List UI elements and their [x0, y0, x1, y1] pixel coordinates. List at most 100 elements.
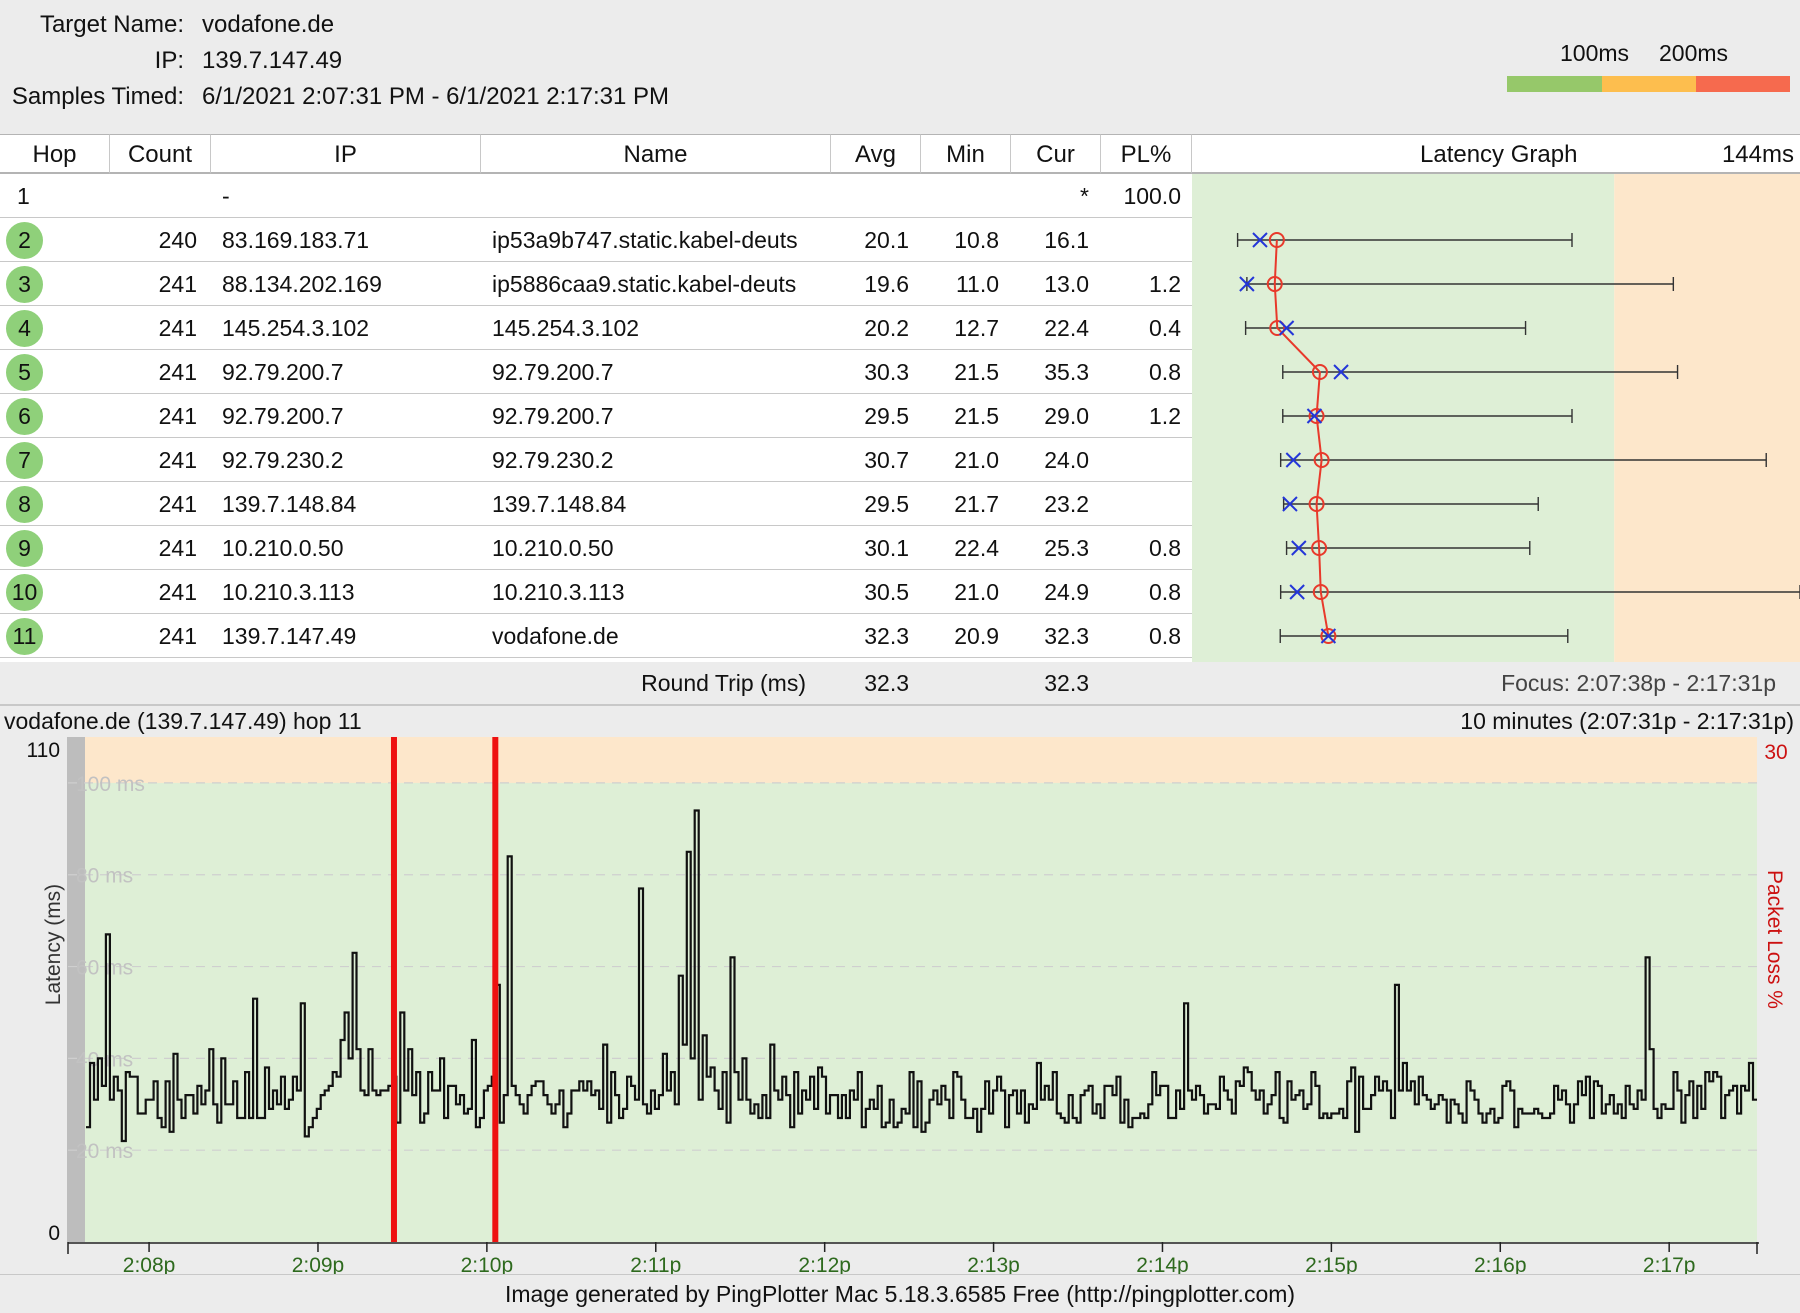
cell-pl	[1101, 438, 1181, 482]
cell-ip: 139.7.147.49	[222, 623, 357, 649]
x-tick-label: 2:09p	[292, 1254, 345, 1274]
legend-green-band	[1507, 76, 1602, 92]
cell-pl: 1.2	[1149, 403, 1181, 429]
cell-min: 21.7	[954, 491, 999, 517]
cell-count	[110, 174, 197, 218]
cell-count: 241	[158, 315, 197, 341]
target-name-value: vodafone.de	[202, 11, 335, 38]
col-cur-header[interactable]: Cur	[1011, 134, 1101, 174]
cell-hop: 7	[0, 438, 110, 482]
cell-pl	[1101, 218, 1181, 262]
focus-range: Focus: 2:07:38p - 2:17:31p	[1501, 670, 1776, 696]
chart-green-zone	[68, 737, 1757, 1242]
cell-avg: 19.6	[864, 271, 909, 297]
packet-loss-axis-title: Packet Loss %	[1763, 870, 1786, 1009]
cell-pl: 100.0	[1123, 183, 1181, 209]
cell-min	[921, 174, 999, 218]
x-tick-label: 2:10p	[461, 1254, 514, 1274]
table-row[interactable]: 1 - * 100.0	[0, 174, 1192, 218]
cell-ip: -	[222, 183, 230, 209]
cell-avg: 32.3	[864, 623, 909, 649]
cell-ip: 139.7.148.84	[222, 491, 357, 517]
hop-cur-marker	[1278, 320, 1295, 336]
cell-hop: 11	[0, 614, 110, 658]
cell-pl: 0.8	[1149, 579, 1181, 605]
samples-timed-label: Samples Timed:	[11, 83, 184, 110]
cell-count: 241	[158, 447, 197, 473]
table-row[interactable]: 7 241 92.79.230.2 92.79.230.2 30.7 21.0 24.0	[0, 438, 1192, 482]
cell-count: 241	[158, 359, 197, 385]
latency-graph-title: Latency Graph	[1420, 141, 1578, 168]
cell-pl: 0.8	[1149, 535, 1181, 561]
table-row[interactable]: 9 241 10.210.0.50 10.210.0.50 30.1 22.4 25.3 0.…	[0, 526, 1206, 570]
legend-200ms-label: 200ms	[1659, 40, 1729, 66]
cell-min: 21.0	[954, 579, 999, 605]
round-trip-avg: 32.3	[864, 670, 909, 696]
timeline-latency-chart[interactable]: 20 ms 40 ms 60 ms 80 ms 100 ms 2:08p 2:09p 2:10…	[0, 734, 1800, 1274]
legend-yellow-band	[1602, 76, 1696, 92]
col-latency-graph-header[interactable]: Latency Graph 144ms	[1192, 134, 1800, 174]
ip-label: IP:	[154, 47, 184, 74]
cell-count: 241	[158, 579, 197, 605]
timeline-range: 10 minutes (2:07:31p - 2:17:31p)	[1460, 708, 1794, 734]
table-row[interactable]: 2 240 83.169.183.71 ip53a9b747.static.kabel…	[0, 218, 1192, 262]
cell-hop: 10	[0, 570, 110, 614]
y-axis-title: Latency (ms)	[42, 884, 65, 1005]
cell-cur: 22.4	[1044, 315, 1089, 341]
col-name-header[interactable]: Name	[481, 134, 831, 174]
cell-avg: 30.5	[864, 579, 909, 605]
x-tick-label: 2:16p	[1474, 1254, 1527, 1274]
chart-orange-zone	[68, 737, 1757, 783]
hop-status-circle: 4	[6, 310, 43, 347]
cell-min: 21.5	[954, 403, 999, 429]
col-hop-header[interactable]: Hop	[0, 134, 110, 174]
col-pl-header[interactable]: PL%	[1101, 134, 1192, 174]
cell-avg: 30.3	[864, 359, 909, 385]
table-row[interactable]: 6 241 92.79.200.7 92.79.200.7 29.5 21.5 29.0 1.…	[0, 394, 1214, 438]
table-row[interactable]: 10 241 10.210.3.113 10.210.3.113 30.5 21.0 24.…	[0, 570, 1206, 614]
cell-ip: 92.79.200.7	[222, 359, 344, 385]
cell-avg: 20.1	[864, 227, 909, 253]
table-row[interactable]: 11 241 139.7.147.49 vodafone.de 32.3 20.9 32.3…	[0, 614, 1206, 658]
cell-ip: 83.169.183.71	[222, 227, 370, 253]
footer-credit: Image generated by PingPlotter Mac 5.18.…	[0, 1274, 1800, 1313]
cell-name: 145.254.3.102	[492, 315, 640, 341]
latency-graph-max-label: 144ms	[1721, 141, 1794, 168]
cell-hop: 3	[0, 262, 110, 306]
col-min-header[interactable]: Min	[921, 134, 1011, 174]
hop-cur-marker	[1333, 364, 1349, 380]
table-row[interactable]: 4 241 145.254.3.102 145.254.3.102 20.2 12.7 22…	[0, 306, 1199, 350]
hop-cur-marker	[1252, 232, 1268, 248]
cell-hop: 5	[0, 350, 110, 394]
round-trip-cur: 32.3	[1044, 670, 1089, 696]
legend-100ms-label: 100ms	[1560, 40, 1630, 66]
cell-avg	[831, 174, 909, 218]
cell-pl: 0.8	[1149, 623, 1181, 649]
cell-min: 21.0	[954, 447, 999, 473]
cell-pl: 0.4	[1149, 315, 1181, 341]
samples-timed-value: 6/1/2021 2:07:31 PM - 6/1/2021 2:17:31 P…	[202, 83, 669, 110]
table-row[interactable]: 8 241 139.7.148.84 139.7.148.84 29.5 21.7 23.2	[0, 482, 1192, 526]
col-ip-header[interactable]: IP	[211, 134, 481, 174]
cell-count: 241	[158, 535, 197, 561]
x-tick-label: 2:15p	[1305, 1254, 1358, 1274]
table-row[interactable]: 3 241 88.134.202.169 ip5886caa9.static.kabe…	[0, 262, 1214, 306]
x-tick-label: 2:13p	[967, 1254, 1020, 1274]
hop-status-circle: 9	[6, 530, 43, 567]
col-count-header[interactable]: Count	[110, 134, 211, 174]
cell-hop: 6	[0, 394, 110, 438]
cell-hop: 4	[0, 306, 110, 350]
cell-pl: 0.8	[1149, 359, 1181, 385]
cell-name: 10.210.0.50	[492, 535, 614, 561]
hop-status-circle: 2	[6, 222, 43, 259]
gridline-label: 80 ms	[76, 865, 133, 888]
col-avg-header[interactable]: Avg	[831, 134, 921, 174]
hop-avg-marker	[1268, 232, 1285, 248]
hop-cur-marker	[1306, 408, 1323, 424]
cell-avg: 29.5	[864, 403, 909, 429]
table-row[interactable]: 5 241 92.79.200.7 92.79.200.7 30.3 21.5 35.3 0.…	[0, 350, 1206, 394]
cell-cur: *	[1080, 183, 1089, 209]
hop-status-circle: 6	[6, 398, 43, 435]
cell-pl: 1.2	[1149, 271, 1181, 297]
cell-min: 22.4	[954, 535, 999, 561]
